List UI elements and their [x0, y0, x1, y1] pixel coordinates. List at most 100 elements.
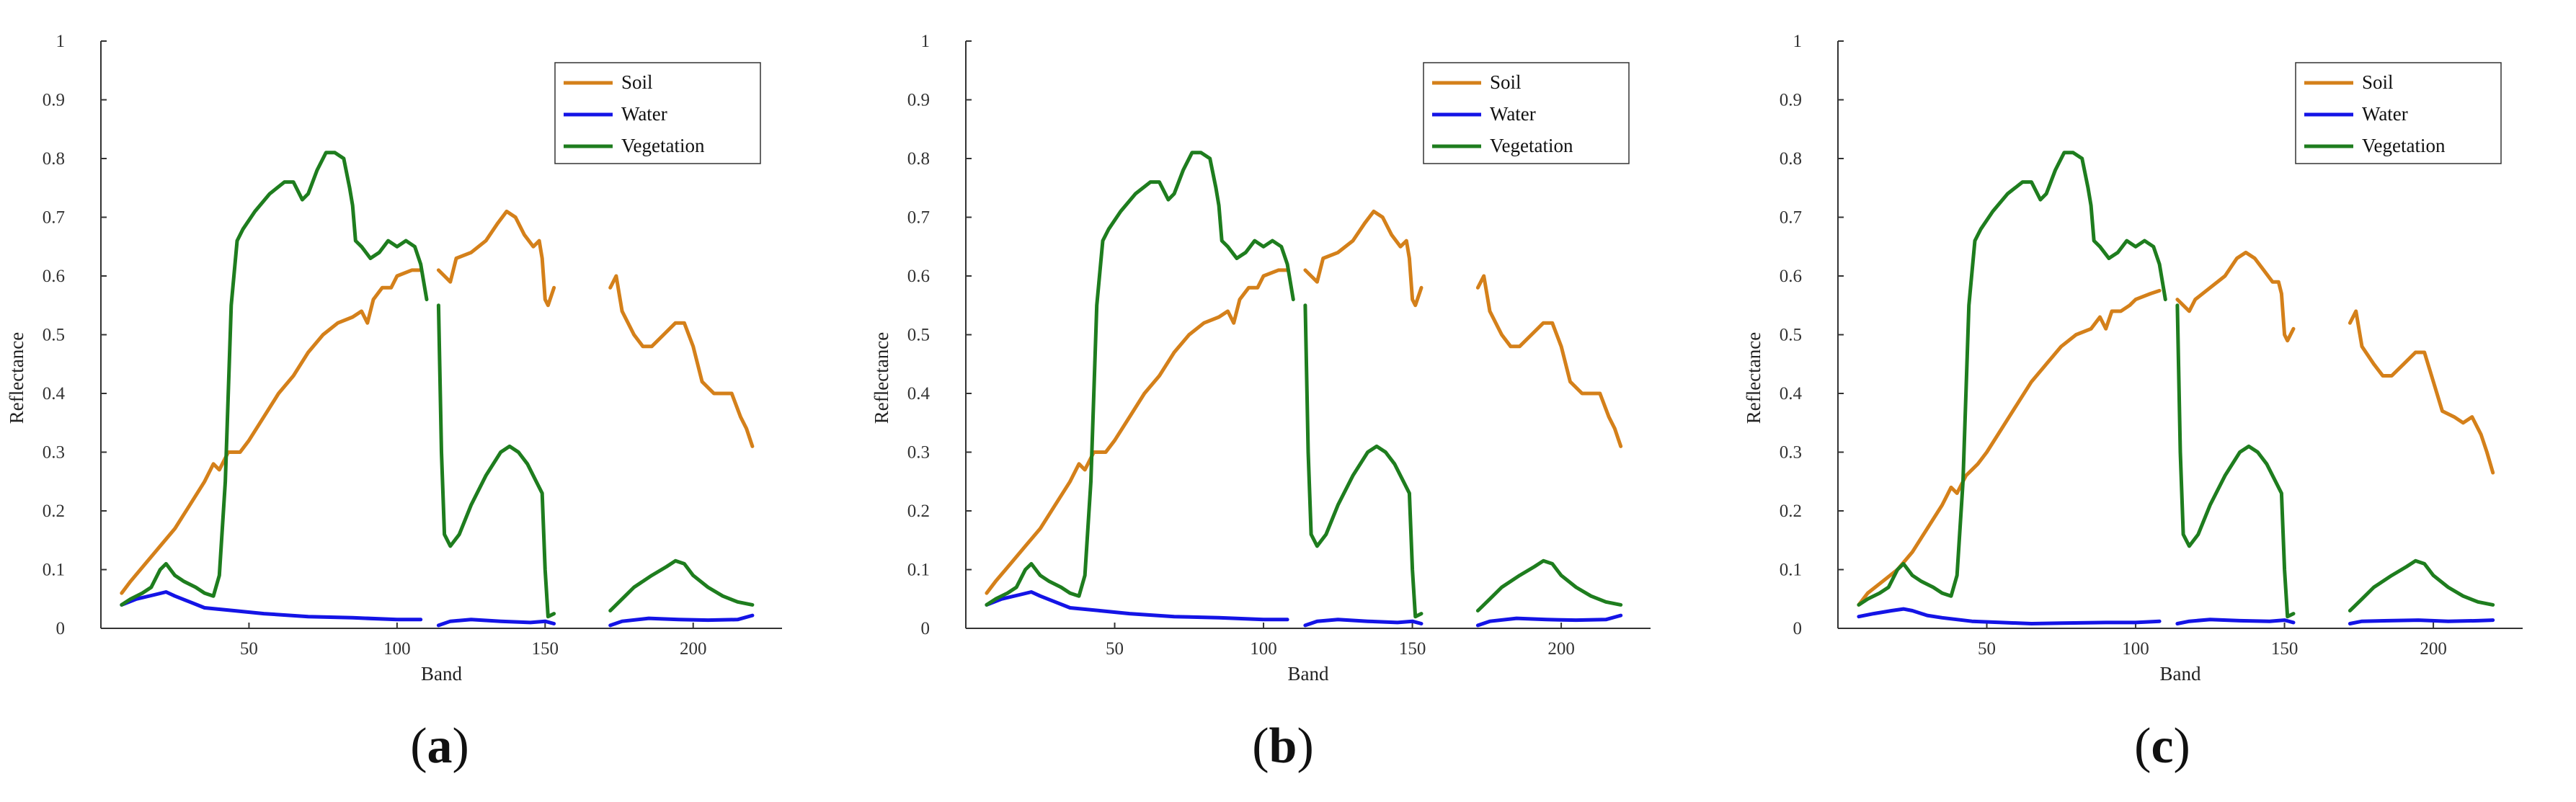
- legend-label-water: Water: [621, 103, 667, 125]
- series-line-water: [985, 590, 1289, 622]
- y-axis-label: Reflectance: [1743, 332, 1764, 424]
- series-line-soil: [1857, 288, 2162, 607]
- y-tick-label: 0.9: [907, 91, 930, 110]
- series-water: [120, 590, 755, 628]
- series-line-vegetation: [1857, 151, 2167, 607]
- series-line-soil: [436, 209, 556, 308]
- y-tick-label: 0.4: [907, 384, 931, 404]
- legend-label-soil: Soil: [2362, 71, 2394, 93]
- y-tick-label: 0.1: [43, 561, 65, 580]
- y-tick-label: 0.1: [1780, 561, 1802, 580]
- y-tick-label: 0.7: [1780, 208, 1802, 228]
- y-tick-label: 0.2: [907, 502, 930, 521]
- x-axis-label: Band: [2160, 663, 2201, 685]
- legend: Soil Water Vegetation: [554, 62, 761, 164]
- y-tick-label: 0.6: [907, 267, 930, 286]
- series-line-soil: [2175, 250, 2296, 343]
- panel-label-close: ): [453, 718, 469, 774]
- x-tick-label: 200: [1547, 639, 1575, 659]
- series-line-soil: [608, 274, 755, 448]
- y-axis-label: Reflectance: [871, 332, 892, 424]
- panel-label-letter: c: [2151, 718, 2173, 774]
- y-tick-label: 1: [921, 32, 931, 51]
- series-line-water: [436, 618, 556, 628]
- series-line-vegetation: [436, 303, 556, 619]
- y-tick-label: 0.5: [43, 326, 65, 345]
- series-line-vegetation: [1475, 558, 1623, 612]
- series-line-vegetation: [2175, 303, 2296, 619]
- x-tick-label: 50: [1106, 639, 1124, 659]
- y-tick-label: 0: [56, 619, 66, 638]
- series-line-water: [1303, 618, 1424, 628]
- x-tick-label: 200: [2420, 639, 2447, 659]
- series-line-water: [1857, 607, 2162, 625]
- panel-label-close: ): [1297, 718, 1313, 774]
- series-soil: [985, 209, 1623, 595]
- y-tick-label: 0.5: [1780, 326, 1802, 345]
- panel-label: (c): [2134, 718, 2190, 774]
- y-tick-label: 0.7: [43, 208, 65, 228]
- series-line-vegetation: [1303, 303, 1424, 619]
- x-tick-label: 150: [1399, 639, 1426, 659]
- series-line-water: [120, 590, 423, 622]
- x-tick-label: 100: [2122, 639, 2149, 659]
- series-line-water: [1475, 613, 1623, 628]
- y-tick-label: 0: [1793, 619, 1803, 638]
- series-line-soil: [1303, 209, 1424, 308]
- series-water: [985, 590, 1623, 628]
- series-line-water: [2175, 618, 2296, 625]
- series-vegetation: [1857, 151, 2495, 619]
- x-tick-label: 150: [532, 639, 559, 659]
- x-tick-label: 200: [680, 639, 707, 659]
- y-tick-label: 0.6: [43, 267, 65, 286]
- y-tick-label: 0.6: [1780, 267, 1802, 286]
- panel-label-open: (: [2134, 718, 2151, 774]
- panel-label-close: ): [2174, 718, 2190, 774]
- series-soil: [1857, 250, 2495, 607]
- legend-label-vegetation: Vegetation: [621, 135, 705, 156]
- y-tick-label: 1: [56, 32, 66, 51]
- legend-label-soil: Soil: [621, 71, 653, 93]
- series-line-water: [2348, 618, 2495, 625]
- series-line-water: [608, 613, 755, 628]
- x-tick-label: 50: [240, 639, 258, 659]
- y-tick-label: 0.3: [43, 443, 65, 463]
- panel-label: (a): [410, 718, 469, 774]
- legend-label-soil: Soil: [1490, 71, 1522, 93]
- y-tick-label: 0.9: [43, 91, 65, 110]
- y-tick-label: 0.3: [907, 443, 930, 463]
- series-vegetation: [120, 151, 755, 619]
- x-tick-label: 100: [383, 639, 411, 659]
- y-tick-label: 0.8: [43, 149, 65, 169]
- y-tick-label: 0.8: [1780, 149, 1802, 169]
- series-vegetation: [985, 151, 1623, 619]
- series-line-vegetation: [608, 558, 755, 612]
- y-tick-label: 0.8: [907, 149, 930, 169]
- panel-label-letter: a: [427, 718, 453, 774]
- series-line-soil: [1475, 274, 1623, 448]
- series-soil: [120, 209, 755, 595]
- series-water: [1857, 607, 2495, 625]
- y-axis-label: Reflectance: [6, 332, 27, 424]
- legend-label-water: Water: [1490, 103, 1536, 125]
- legend-label-water: Water: [2362, 103, 2408, 125]
- y-tick-label: 0.3: [1780, 443, 1802, 463]
- panel-label-letter: b: [1269, 718, 1297, 774]
- y-tick-label: 0.4: [43, 384, 66, 404]
- y-tick-label: 0.2: [43, 502, 65, 521]
- panel-label-open: (: [1252, 718, 1269, 774]
- y-tick-label: 0: [921, 619, 931, 638]
- y-tick-label: 0.4: [1780, 384, 1803, 404]
- x-axis-label: Band: [1288, 663, 1329, 685]
- legend: Soil Water Vegetation: [2295, 62, 2502, 164]
- series-line-soil: [2348, 309, 2495, 475]
- series-line-vegetation: [985, 151, 1295, 607]
- x-tick-label: 50: [1978, 639, 1996, 659]
- series-line-vegetation: [120, 151, 429, 607]
- y-tick-label: 0.7: [907, 208, 930, 228]
- series-line-soil: [120, 268, 423, 595]
- series-line-vegetation: [2348, 558, 2495, 612]
